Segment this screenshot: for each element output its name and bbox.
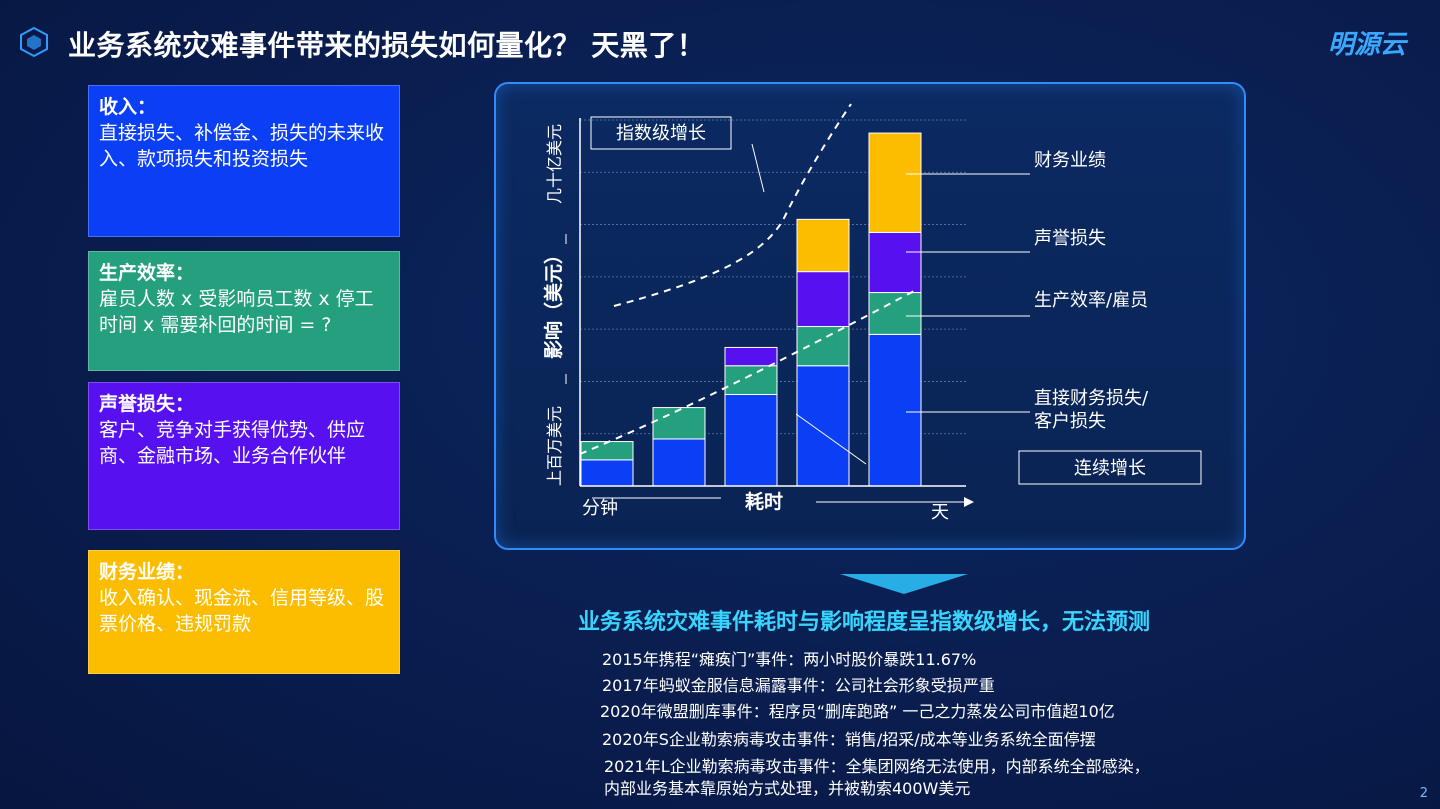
x-arrow-head xyxy=(964,497,974,507)
headline: 业务系统灾难事件耗时与影响程度呈指数级增长，无法预测 xyxy=(578,610,1151,635)
info-box-title: 声誉损失： xyxy=(99,393,195,415)
bar-segment xyxy=(724,346,778,367)
exponential-curve xyxy=(613,103,852,307)
exponential-label: 指数级增长 xyxy=(616,123,706,144)
page-number: 2 xyxy=(1419,786,1428,801)
info-box-body: 雇员人数 x 受影响员工数 x 停工时间 x 需要补回的时间 = ? xyxy=(99,288,374,336)
legend-label: 客户损失 xyxy=(1034,411,1106,432)
y-axis-label: 影响（美元） xyxy=(542,245,565,359)
bar-segment xyxy=(868,132,922,233)
bar-segment xyxy=(868,292,922,335)
info-box-title: 收入： xyxy=(99,96,157,118)
info-box-productivity: 生产效率： 雇员人数 x 受影响员工数 x 停工时间 x 需要补回的时间 = ? xyxy=(88,251,400,371)
bar-segment xyxy=(796,365,850,487)
info-box-title: 生产效率： xyxy=(99,262,195,284)
bar-segment xyxy=(868,333,922,487)
brand-logo: 明源云 xyxy=(1327,30,1406,60)
slide-title: 业务系统灾难事件带来的损失如何量化？ 天黑了！ xyxy=(68,29,706,62)
legend-label: 声誉损失 xyxy=(1034,228,1106,249)
bar-segment xyxy=(796,218,850,273)
event-item: 2021年L企业勒索病毒攻击事件：全集团网络无法使用，内部系统全部感染， xyxy=(604,757,1150,776)
y-low-label: 上百万美元 xyxy=(545,406,564,486)
x-end-label: 天 xyxy=(931,502,949,523)
bar-segment xyxy=(580,441,634,461)
x-start-label: 分钟 xyxy=(582,498,618,519)
legend-label: 财务业绩 xyxy=(1034,150,1106,171)
x-axis-label: 耗时 xyxy=(745,491,783,513)
info-box-financial: 财务业绩： 收入确认、现金流、信用等级、股票价格、违规罚款 xyxy=(88,550,400,674)
bar-segment xyxy=(580,459,634,487)
bar-segment xyxy=(652,407,706,440)
event-item: 2020年S企业勒索病毒攻击事件：销售/招采/成本等业务系统全面停摆 xyxy=(602,730,1096,749)
event-item: 内部业务基本靠原始方式处理，并被勒索400W美元 xyxy=(604,779,971,798)
cube-logo-icon xyxy=(20,26,48,58)
info-box-body: 客户、竞争对手获得优势、供应商、金融市场、业务合作伙伴 xyxy=(99,419,366,467)
bar-segment xyxy=(796,271,850,328)
bar-segment xyxy=(652,438,706,487)
bar-segment xyxy=(724,394,778,487)
info-box-body: 收入确认、现金流、信用等级、股票价格、违规罚款 xyxy=(99,587,385,635)
continuous-curve xyxy=(579,289,917,455)
event-item: 2015年携程“瘫痪门”事件：两小时股价暴跌11.67% xyxy=(602,650,977,669)
chart-panel: 指数级增长 连续增长 影响（美元） 上百万美元 几十亿美元 分钟 耗时 天 直接… xyxy=(494,82,1246,550)
legend-label: 生产效率/雇员 xyxy=(1034,290,1148,311)
loss-chart: 指数级增长 连续增长 影响（美元） 上百万美元 几十亿美元 分钟 耗时 天 直接… xyxy=(542,103,1202,523)
bar-segment xyxy=(868,231,922,294)
event-item: 2017年蚂蚁金服信息漏露事件：公司社会形象受损严重 xyxy=(602,676,995,695)
info-box-body: 直接损失、补偿金、损失的未来收入、款项损失和投资损失 xyxy=(99,122,385,170)
legend-label: 直接财务损失/ xyxy=(1034,388,1149,409)
bar-segment xyxy=(724,365,778,396)
continuous-label: 连续增长 xyxy=(1074,458,1146,479)
chart-bars xyxy=(580,132,922,487)
down-arrow-icon xyxy=(840,574,968,594)
event-item: 2020年微盟删库事件：程序员“删库跑路” 一己之力蒸发公司市值超10亿 xyxy=(600,702,1115,721)
bar-segment xyxy=(796,326,850,367)
y-high-label: 几十亿美元 xyxy=(545,124,564,204)
info-box-reputation: 声誉损失： 客户、竞争对手获得优势、供应商、金融市场、业务合作伙伴 xyxy=(88,382,400,530)
info-box-title: 财务业绩： xyxy=(99,561,195,583)
info-box-revenue: 收入： 直接损失、补偿金、损失的未来收入、款项损失和投资损失 xyxy=(88,85,400,237)
